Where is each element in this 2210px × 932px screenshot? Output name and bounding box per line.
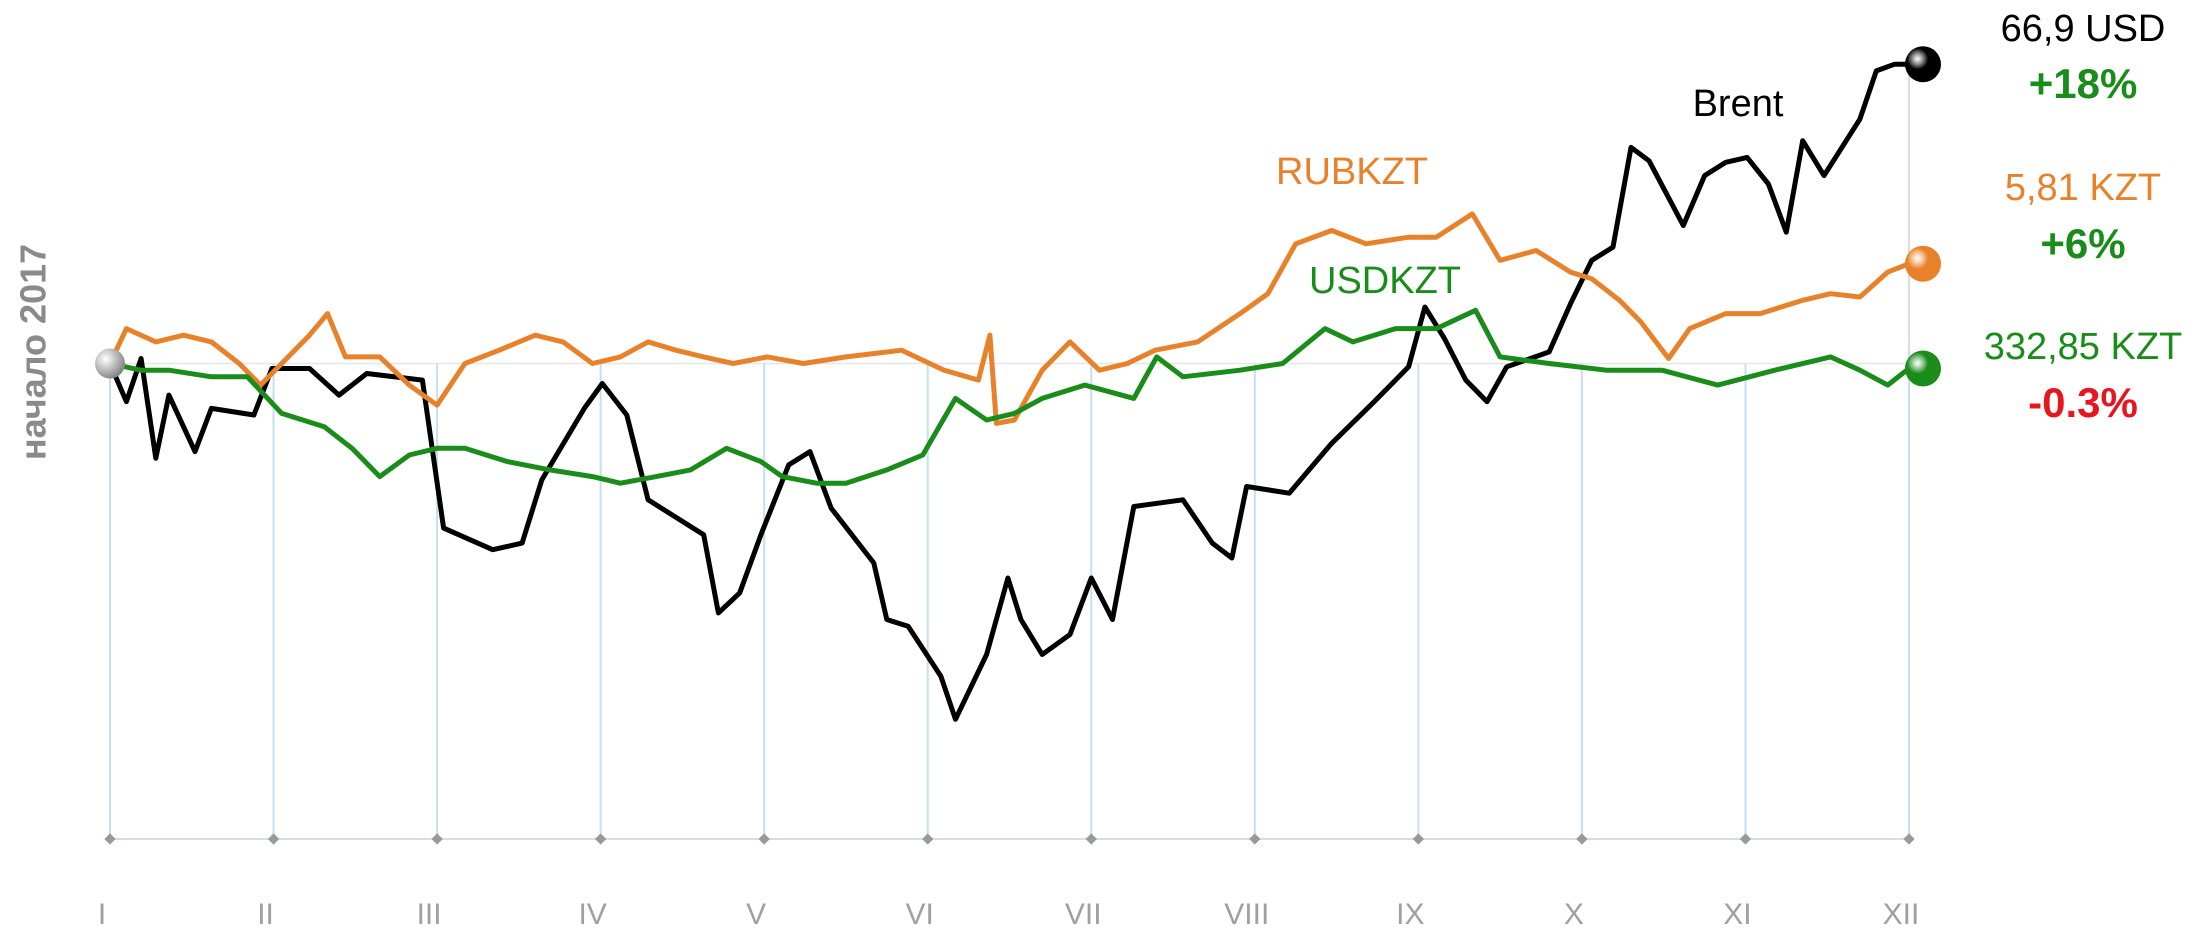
x-tick-label: X (1564, 898, 1584, 931)
y-axis-label: начало 2017 (13, 244, 54, 460)
end-marker (1905, 245, 1941, 282)
start-marker (95, 348, 125, 379)
price-label: 5,81 KZT (2005, 167, 2161, 209)
x-tick-label: IV (578, 898, 606, 931)
x-tick-label: XI (1723, 898, 1751, 931)
x-tick-label: VII (1065, 898, 1102, 931)
series-line (107, 61, 1909, 722)
tick-mark (267, 833, 280, 845)
series-line (107, 211, 1910, 426)
tick-mark (594, 833, 607, 845)
x-tick-label: VIII (1224, 898, 1269, 931)
end-marker (1905, 350, 1941, 387)
x-tick-label: V (746, 898, 766, 931)
x-tick-label: VI (906, 898, 934, 931)
change-label: +18% (2029, 60, 2138, 107)
series-line (109, 307, 1911, 486)
change-label: +6% (2040, 220, 2125, 267)
series-name: RUBKZT (1276, 151, 1428, 193)
tick-mark (1249, 833, 1261, 845)
tick-mark (1903, 833, 1915, 845)
price-label: 332,85 KZT (1984, 326, 2183, 368)
x-tick-label: III (417, 898, 442, 931)
tick-mark (922, 833, 934, 845)
x-tick-label: XII (1883, 898, 1920, 931)
tick-mark (1412, 833, 1425, 845)
price-label: 66,9 USD (2001, 8, 2166, 50)
series-name: Brent (1693, 83, 1784, 125)
tick-mark (1739, 833, 1752, 845)
tick-mark (1085, 833, 1097, 845)
x-tick-label: II (257, 898, 274, 931)
tick-mark (431, 833, 443, 845)
change-label: -0.3% (2028, 379, 2138, 426)
end-marker (1905, 46, 1941, 83)
tick-mark (1576, 833, 1588, 845)
x-tick-label: IX (1396, 898, 1424, 931)
series-name: USDKZT (1309, 260, 1461, 302)
tick-mark (104, 833, 116, 845)
tick-mark (758, 833, 770, 845)
x-tick-label: I (98, 898, 106, 931)
